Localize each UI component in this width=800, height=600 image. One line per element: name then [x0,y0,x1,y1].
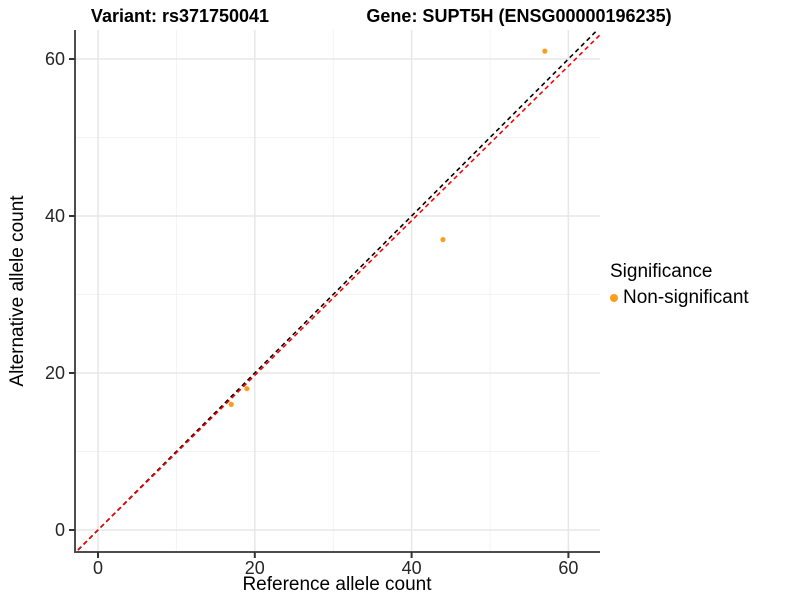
plot-title-variant: Variant: rs371750041 [90,6,270,26]
data-point [244,386,250,392]
x-axis-title: Reference allele count [242,574,432,595]
data-point [228,401,234,407]
legend-item-non-significant: Non-significant [610,287,749,309]
data-point [440,236,446,243]
x-tick-label: 60 [558,558,578,578]
y-tick-label: 40 [45,206,65,226]
x-tick-label: 20 [245,558,265,578]
legend-title: Significance [610,261,713,282]
data-point [542,48,548,54]
plot-title-gene: Gene: SUPT5H (ENSG00000196235) [366,6,672,26]
legend-point-icon [610,294,618,302]
x-tick-label: 0 [93,558,103,578]
y-tick-label: 20 [45,363,65,383]
legend: Significance Non-significant [610,261,749,309]
fit-line [75,33,600,552]
y-tick-label: 60 [45,49,65,69]
x-tick-label: 40 [402,558,422,578]
y-tick-label: 0 [55,520,65,540]
legend-item-label: Non-significant [623,287,749,308]
